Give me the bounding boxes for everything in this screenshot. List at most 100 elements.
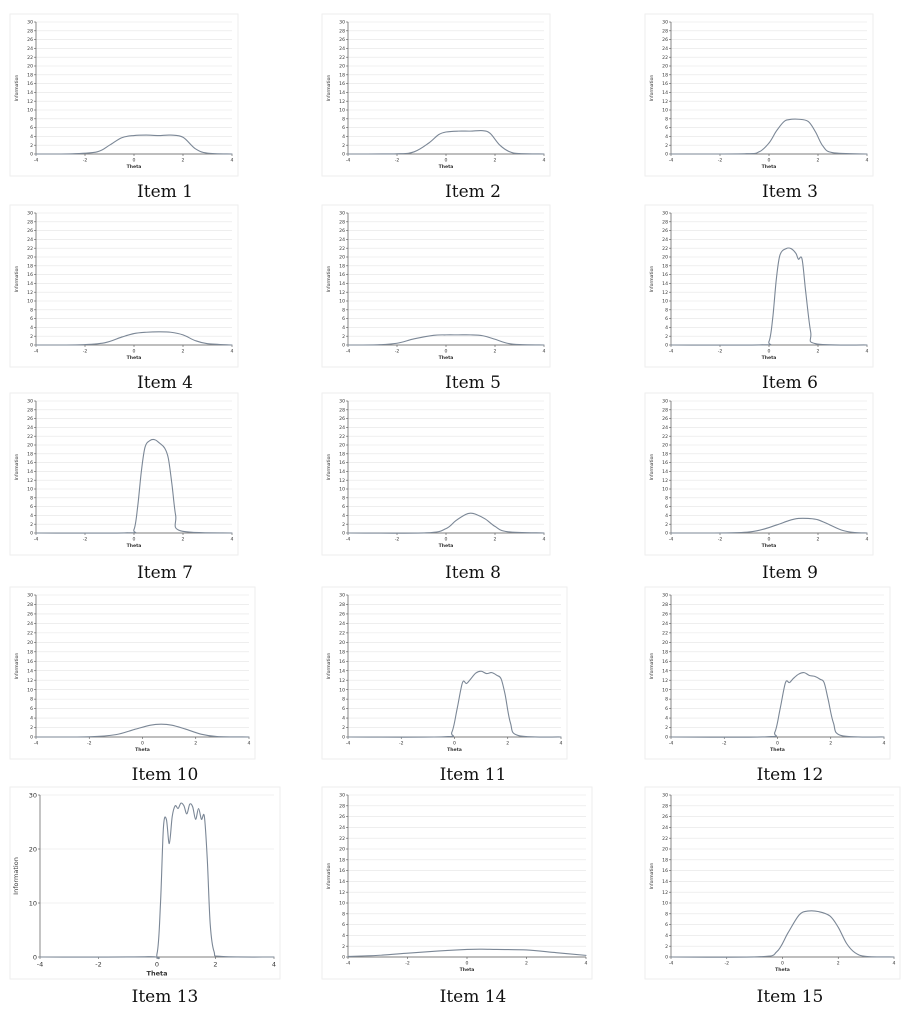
- y-tick-label: 30: [27, 211, 33, 217]
- chart-panel-frame: [9, 786, 281, 980]
- x-tick-label: -2: [405, 961, 410, 967]
- x-axis-label: Theta: [439, 543, 454, 549]
- y-tick-label: 22: [662, 630, 668, 636]
- y-tick-label: 30: [662, 399, 668, 405]
- y-tick-label: 10: [27, 487, 33, 493]
- y-tick-label: 30: [27, 20, 33, 26]
- y-tick-label: 26: [339, 37, 345, 43]
- x-tick-label: -2: [83, 158, 88, 164]
- y-tick-label: 22: [339, 246, 345, 252]
- y-tick-label: 24: [339, 621, 345, 627]
- x-tick-label: 4: [543, 158, 546, 164]
- y-tick-label: 26: [27, 416, 33, 422]
- y-tick-label: 18: [27, 263, 33, 269]
- x-tick-label: 2: [817, 537, 820, 543]
- x-axis-label: Theta: [135, 747, 150, 753]
- y-tick-label: 24: [662, 46, 668, 52]
- y-tick-label: 28: [27, 602, 33, 608]
- y-tick-label: 12: [662, 678, 668, 684]
- x-tick-label: 4: [231, 158, 234, 164]
- y-tick-label: 10: [662, 299, 668, 305]
- y-tick-label: 4: [665, 134, 668, 140]
- y-tick-label: 8: [665, 116, 668, 122]
- x-tick-label: -2: [718, 537, 723, 543]
- y-tick-label: 26: [27, 37, 33, 43]
- chart-panel-frame: [9, 392, 239, 556]
- chart-panel-frame: [644, 13, 874, 177]
- y-tick-label: 26: [662, 37, 668, 43]
- y-tick-label: 24: [27, 46, 33, 52]
- y-axis-label: Information: [14, 653, 20, 680]
- y-tick-label: 18: [27, 451, 33, 457]
- x-tick-label: 0: [445, 158, 448, 164]
- y-tick-label: 30: [662, 211, 668, 217]
- x-tick-label: -4: [346, 349, 351, 355]
- x-tick-label: -2: [87, 741, 92, 747]
- y-tick-label: 24: [339, 825, 345, 831]
- y-tick-label: 8: [665, 495, 668, 501]
- x-tick-label: -2: [83, 349, 88, 355]
- y-tick-label: 18: [662, 263, 668, 269]
- x-tick-label: -4: [34, 537, 39, 543]
- y-tick-label: 30: [27, 399, 33, 405]
- y-tick-label: 22: [27, 55, 33, 61]
- x-tick-label: -4: [346, 537, 351, 543]
- y-tick-label: 26: [662, 814, 668, 820]
- x-axis-label: Theta: [770, 747, 785, 753]
- y-tick-label: 0: [33, 953, 37, 961]
- y-tick-label: 24: [27, 237, 33, 243]
- x-tick-label: 2: [194, 741, 197, 747]
- y-tick-label: 20: [339, 847, 345, 853]
- y-tick-label: 14: [662, 90, 668, 96]
- y-tick-label: 16: [339, 868, 345, 874]
- y-tick-label: 28: [339, 602, 345, 608]
- information-curve-line: [35, 134, 233, 155]
- y-tick-label: 8: [665, 307, 668, 313]
- y-tick-label: 30: [339, 20, 345, 26]
- y-tick-label: 4: [342, 716, 345, 722]
- x-axis-label: Theta: [127, 543, 142, 549]
- x-tick-label: 2: [837, 961, 840, 967]
- y-tick-label: 12: [339, 99, 345, 105]
- item-caption: Item 7: [137, 563, 193, 583]
- y-tick-label: 10: [339, 901, 345, 907]
- y-axis-label: Information: [326, 266, 332, 293]
- y-axis-label: Information: [14, 75, 20, 102]
- y-tick-label: 2: [342, 334, 345, 340]
- y-tick-label: 26: [27, 228, 33, 234]
- y-tick-label: 10: [339, 687, 345, 693]
- y-tick-label: 30: [662, 793, 668, 799]
- x-tick-label: -2: [399, 741, 404, 747]
- y-tick-label: 28: [662, 28, 668, 34]
- y-tick-label: 28: [27, 407, 33, 413]
- y-tick-label: 6: [342, 316, 345, 322]
- x-tick-label: -2: [395, 537, 400, 543]
- x-tick-label: 0: [133, 158, 136, 164]
- y-tick-label: 4: [342, 134, 345, 140]
- y-tick-label: 16: [662, 868, 668, 874]
- y-tick-label: 20: [662, 255, 668, 261]
- chart-panel-frame: [321, 786, 593, 980]
- y-tick-label: 0: [665, 531, 668, 537]
- y-tick-label: 2: [342, 725, 345, 731]
- y-tick-label: 18: [662, 649, 668, 655]
- y-tick-label: 6: [30, 706, 33, 712]
- chart-panel-frame: [9, 586, 256, 760]
- information-curve-line: [39, 802, 275, 960]
- y-tick-label: 6: [30, 316, 33, 322]
- y-tick-label: 10: [27, 299, 33, 305]
- y-tick-label: 16: [662, 659, 668, 665]
- y-tick-label: 0: [30, 343, 33, 349]
- y-tick-label: 22: [339, 55, 345, 61]
- y-axis-label: Information: [326, 75, 332, 102]
- y-tick-label: 22: [27, 246, 33, 252]
- y-tick-label: 6: [665, 706, 668, 712]
- information-curve-line: [670, 517, 868, 534]
- y-tick-label: 2: [665, 725, 668, 731]
- x-tick-label: -4: [669, 741, 674, 747]
- y-tick-label: 0: [342, 343, 345, 349]
